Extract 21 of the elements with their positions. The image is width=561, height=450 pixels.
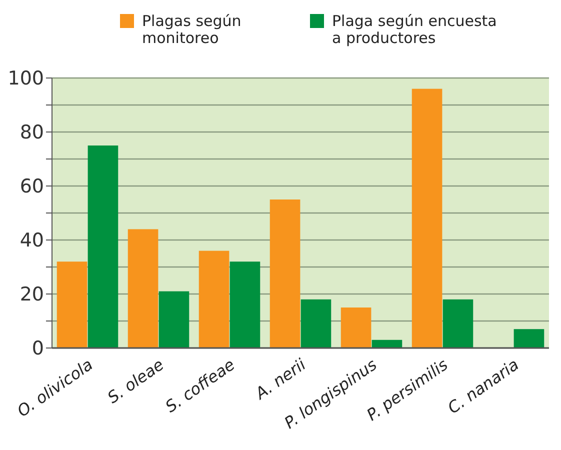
bar: [514, 329, 544, 348]
bar: [442, 299, 474, 348]
y-tick-label: 0: [32, 338, 44, 360]
bar: [198, 250, 230, 348]
bar: [230, 262, 260, 348]
bar: [340, 308, 372, 348]
bar: [158, 291, 190, 348]
bar: [412, 88, 442, 348]
bar: [56, 262, 88, 348]
y-tick-label: 80: [20, 122, 44, 144]
bar: [372, 340, 402, 348]
legend-label: Plaga según encuesta a productores: [332, 12, 497, 47]
bar: [88, 146, 118, 348]
bar: [300, 299, 332, 348]
y-tick-label: 40: [20, 230, 44, 252]
bar: [128, 229, 158, 348]
y-tick-label: 20: [20, 284, 44, 306]
bar: [270, 200, 300, 348]
y-tick-label: 100: [8, 68, 44, 90]
y-tick-label: 60: [20, 176, 44, 198]
legend-label: Plagas según monitoreo: [142, 12, 242, 47]
